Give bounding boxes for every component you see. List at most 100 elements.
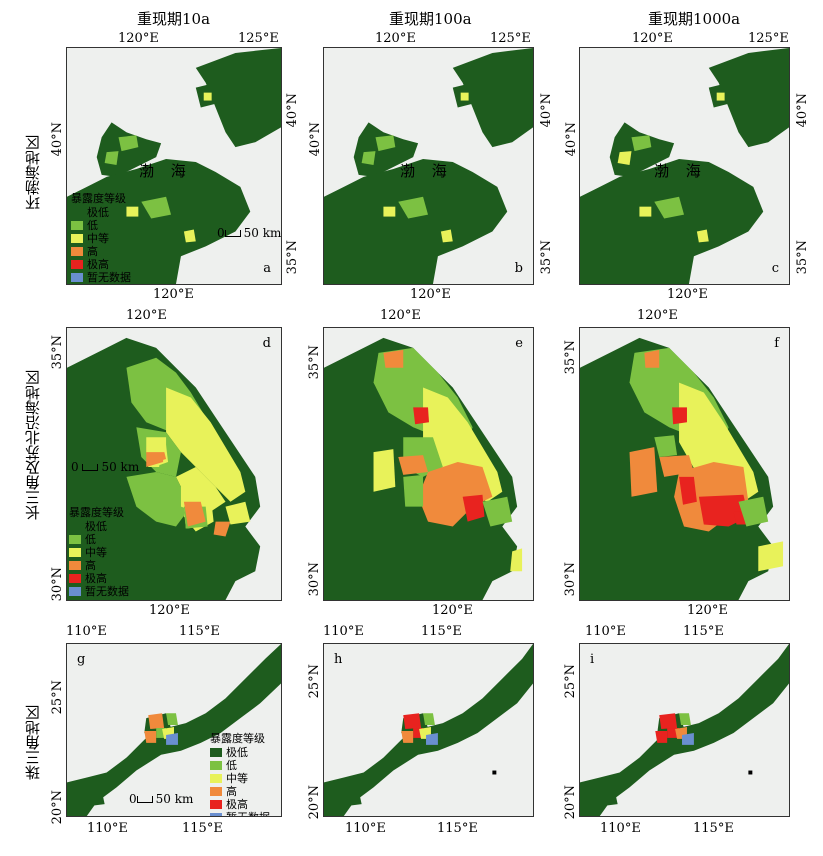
legend-label: 极低 xyxy=(87,206,109,219)
yangtze-map-f xyxy=(580,337,784,600)
swatch xyxy=(71,208,83,217)
scale-zero: 0 xyxy=(217,226,225,240)
row-title-yangtze: 长三角及苏北沿海地区 xyxy=(24,370,42,520)
swatch xyxy=(210,748,222,757)
prd-map-g xyxy=(67,644,281,816)
tick-e-left-35: 35°N xyxy=(307,345,322,380)
legend-item-medium: 中等 xyxy=(71,232,131,245)
legend-label: 高 xyxy=(85,559,96,572)
scale-label: 50 km xyxy=(243,226,282,240)
swatch xyxy=(210,800,222,809)
prd-map-i xyxy=(580,644,789,816)
legend-label: 暂无数据 xyxy=(226,811,270,816)
legend-label: 中等 xyxy=(87,232,109,245)
legend-item-very-high: 极高 xyxy=(210,798,270,811)
tick-g-top-110: 110°E xyxy=(66,624,107,639)
panel-label-g: g xyxy=(77,652,86,667)
swatch xyxy=(69,548,81,557)
tick-b-right-35: 35°N xyxy=(539,240,554,275)
legend-label: 极高 xyxy=(87,258,109,271)
sea-label: 渤 海 xyxy=(139,162,192,180)
legend-item-medium: 中等 xyxy=(210,772,270,785)
legend-item-low: 低 xyxy=(210,759,270,772)
swatch xyxy=(71,247,83,256)
legend-item-no-data: 暂无数据 xyxy=(71,271,131,284)
row-title-bohai: 环渤海地区 xyxy=(24,135,42,210)
tick-d-top-120: 120°E xyxy=(126,308,167,323)
legend-item-very-low: 极低 xyxy=(71,206,131,219)
legend-item-high: 高 xyxy=(69,559,129,572)
tick-c-bottom-120: 120°E xyxy=(667,287,708,302)
swatch xyxy=(71,260,83,269)
scale-bar-graphic xyxy=(136,796,153,803)
tick-b-top-120: 120°E xyxy=(375,31,416,46)
panel-label-b: b xyxy=(514,261,523,276)
tick-g-left-20: 20°N xyxy=(50,790,65,825)
panel-label-h: h xyxy=(334,652,343,667)
swatch xyxy=(210,761,222,770)
column-title-10a: 重现期10a xyxy=(137,10,211,28)
column-title-100a: 重现期100a xyxy=(389,10,472,28)
map-panel-c: 渤 海 c xyxy=(579,47,790,285)
map-panel-h: h xyxy=(323,643,534,817)
bohai-map-b xyxy=(324,48,533,284)
map-panel-e: e xyxy=(323,327,534,601)
legend-item-very-low: 极低 xyxy=(69,520,129,533)
tick-h-bottom-115: 115°E xyxy=(437,821,478,836)
panel-label-c: c xyxy=(771,261,779,276)
tick-i-top-115: 115°E xyxy=(683,624,724,639)
tick-i-bottom-115: 115°E xyxy=(693,821,734,836)
legend-title: 暴露度等级 xyxy=(69,506,124,519)
legend-label: 低 xyxy=(226,759,237,772)
tick-c-right-40: 40°N xyxy=(795,93,810,128)
scale-bar-a: 0 50 km xyxy=(217,226,281,240)
legend-title: 暴露度等级 xyxy=(210,732,265,745)
tick-g-bottom-115: 115°E xyxy=(182,821,223,836)
scale-bar-graphic xyxy=(82,464,99,471)
panel-label-a: a xyxy=(263,261,271,276)
tick-b-left-40: 40°N xyxy=(308,122,323,157)
legend-label: 低 xyxy=(85,533,96,546)
yangtze-map-e xyxy=(324,337,523,600)
legend-item-high: 高 xyxy=(71,245,131,258)
swatch xyxy=(69,561,81,570)
legend-label: 极低 xyxy=(85,520,107,533)
tick-a-right-40: 40°N xyxy=(285,93,300,128)
swatch xyxy=(210,787,222,796)
scale-label: 50 km xyxy=(101,460,140,474)
tick-g-left-25: 25°N xyxy=(50,680,65,715)
legend-d: 暴露度等级 极低 低 中等 高 极高 暂无数据 xyxy=(69,506,129,598)
tick-f-left-30: 30°N xyxy=(563,562,578,597)
scale-zero: 0 xyxy=(129,792,137,806)
panel-label-d: d xyxy=(262,336,271,351)
tick-a-top-120: 120°E xyxy=(118,31,159,46)
row-title-prd: 珠三角地区 xyxy=(24,705,42,780)
tick-i-top-110: 110°E xyxy=(585,624,626,639)
tick-f-bottom-120: 120°E xyxy=(687,603,728,618)
tick-d-left-30: 30°N xyxy=(50,567,65,602)
panel-label-i: i xyxy=(590,652,595,667)
swatch xyxy=(210,774,222,783)
legend-item-very-low: 极低 xyxy=(210,746,270,759)
tick-d-left-35: 35°N xyxy=(50,335,65,370)
tick-a-left-40: 40°N xyxy=(50,122,65,157)
tick-d-bottom-120: 120°E xyxy=(149,603,190,618)
tick-h-bottom-110: 110°E xyxy=(345,821,386,836)
scale-bar-graphic xyxy=(224,230,241,237)
panel-label-f: f xyxy=(774,336,779,351)
tick-f-top-120: 120°E xyxy=(637,308,678,323)
tick-h-left-25: 25°N xyxy=(307,664,322,699)
swatch xyxy=(69,535,81,544)
swatch xyxy=(71,234,83,243)
tick-f-left-35: 35°N xyxy=(563,340,578,375)
legend-item-medium: 中等 xyxy=(69,546,129,559)
legend-label: 低 xyxy=(87,219,98,232)
sea-label: 渤 海 xyxy=(400,162,453,180)
tick-e-top-120: 120°E xyxy=(380,308,421,323)
tick-h-top-110: 110°E xyxy=(323,624,364,639)
legend-item-no-data: 暂无数据 xyxy=(210,811,270,816)
tick-c-top-125: 125°E xyxy=(748,31,789,46)
tick-e-bottom-120: 120°E xyxy=(432,603,473,618)
legend-item-no-data: 暂无数据 xyxy=(69,585,129,598)
legend-item-low: 低 xyxy=(71,219,131,232)
